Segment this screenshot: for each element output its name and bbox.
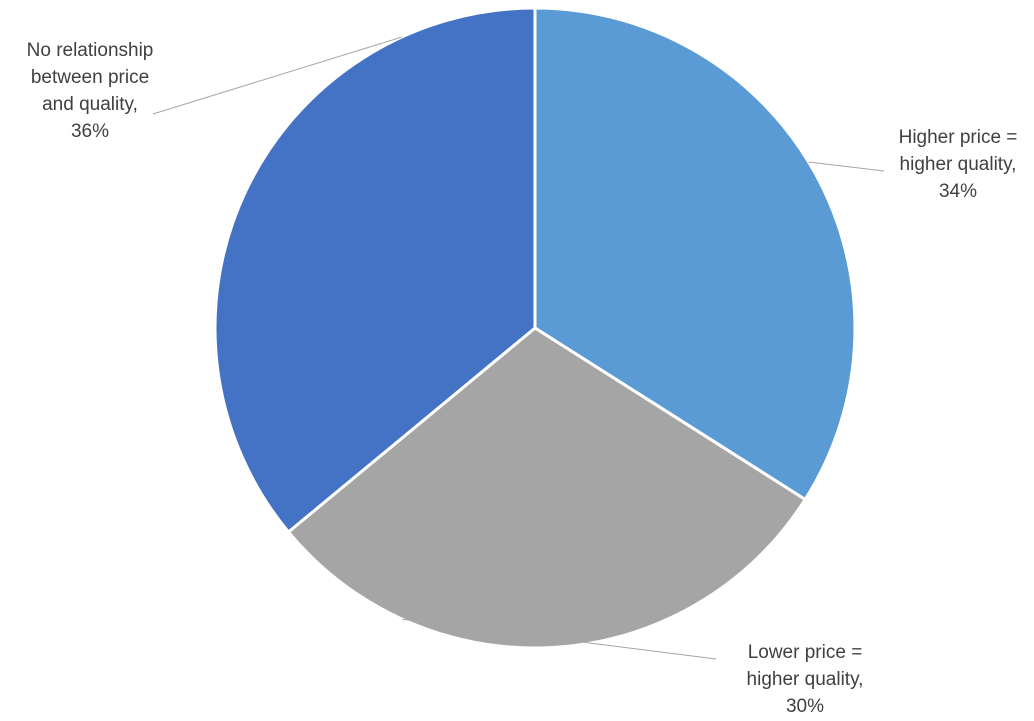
data-label-higher-price-higher-quality: Higher price = higher quality, 34% [899,127,1018,202]
leader-lines [152,36,885,660]
data-label-line: higher quality, [900,154,1017,175]
data-label-line: Lower price = [748,642,863,663]
data-labels: Higher price = higher quality, 34% Lower pr… [27,40,1018,717]
data-label-no-relationship-between-price-and-quality: No relationship between price and quality,… [27,40,154,142]
pie-slices [213,6,857,650]
data-label-line: Higher price = [899,127,1018,148]
data-label-line: 34% [939,181,977,202]
data-label-line: 36% [71,121,109,142]
data-label-lower-price-higher-quality: Lower price = higher quality, 30% [747,642,864,717]
data-label-line: No relationship [27,40,154,61]
pie-slice-no-relationship-between-price-and-quality [213,6,537,534]
data-label-line: higher quality, [747,669,864,690]
data-label-line: and quality, [42,94,138,115]
leader-line-higher-price-higher-quality [808,161,885,172]
pie-slice-higher-price-higher-quality [533,6,857,501]
data-label-line: between price [31,67,149,88]
pie-slice-lower-price-higher-quality [286,326,807,650]
leader-line-no-relationship-between-price-and-quality [152,36,402,115]
leader-line-lower-price-higher-quality [402,618,717,660]
data-label-line: 30% [786,696,824,717]
